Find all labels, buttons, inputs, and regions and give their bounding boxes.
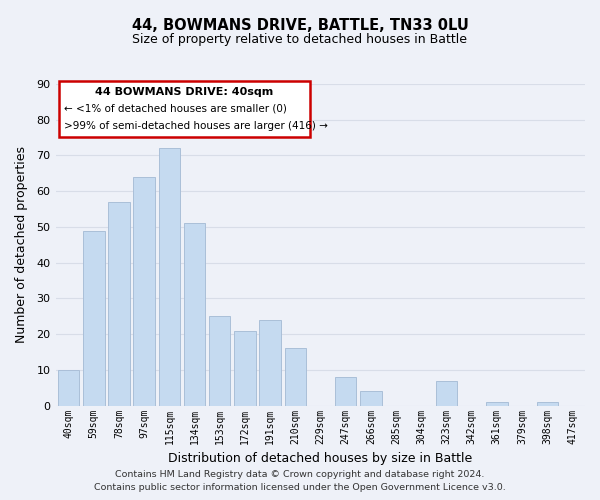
Text: ← <1% of detached houses are smaller (0): ← <1% of detached houses are smaller (0) [64, 104, 287, 114]
Text: 44, BOWMANS DRIVE, BATTLE, TN33 0LU: 44, BOWMANS DRIVE, BATTLE, TN33 0LU [131, 18, 469, 32]
X-axis label: Distribution of detached houses by size in Battle: Distribution of detached houses by size … [169, 452, 473, 465]
Bar [536, 402, 558, 406]
Bar [158, 148, 180, 406]
Y-axis label: Number of detached properties: Number of detached properties [15, 146, 28, 344]
Bar [284, 348, 306, 406]
Bar [360, 392, 382, 406]
Bar [58, 370, 79, 406]
Bar [209, 316, 230, 406]
Bar [108, 202, 130, 406]
Bar [259, 320, 281, 406]
Bar [486, 402, 508, 406]
Text: Contains HM Land Registry data © Crown copyright and database right 2024.
Contai: Contains HM Land Registry data © Crown c… [94, 470, 506, 492]
Text: >99% of semi-detached houses are larger (416) →: >99% of semi-detached houses are larger … [64, 121, 328, 131]
Bar [184, 224, 205, 406]
Bar [133, 177, 155, 406]
Text: Size of property relative to detached houses in Battle: Size of property relative to detached ho… [133, 32, 467, 46]
Bar [436, 380, 457, 406]
Text: 44 BOWMANS DRIVE: 40sqm: 44 BOWMANS DRIVE: 40sqm [95, 86, 274, 97]
Bar [234, 330, 256, 406]
Bar [335, 377, 356, 406]
Bar [83, 230, 104, 406]
FancyBboxPatch shape [59, 81, 310, 137]
